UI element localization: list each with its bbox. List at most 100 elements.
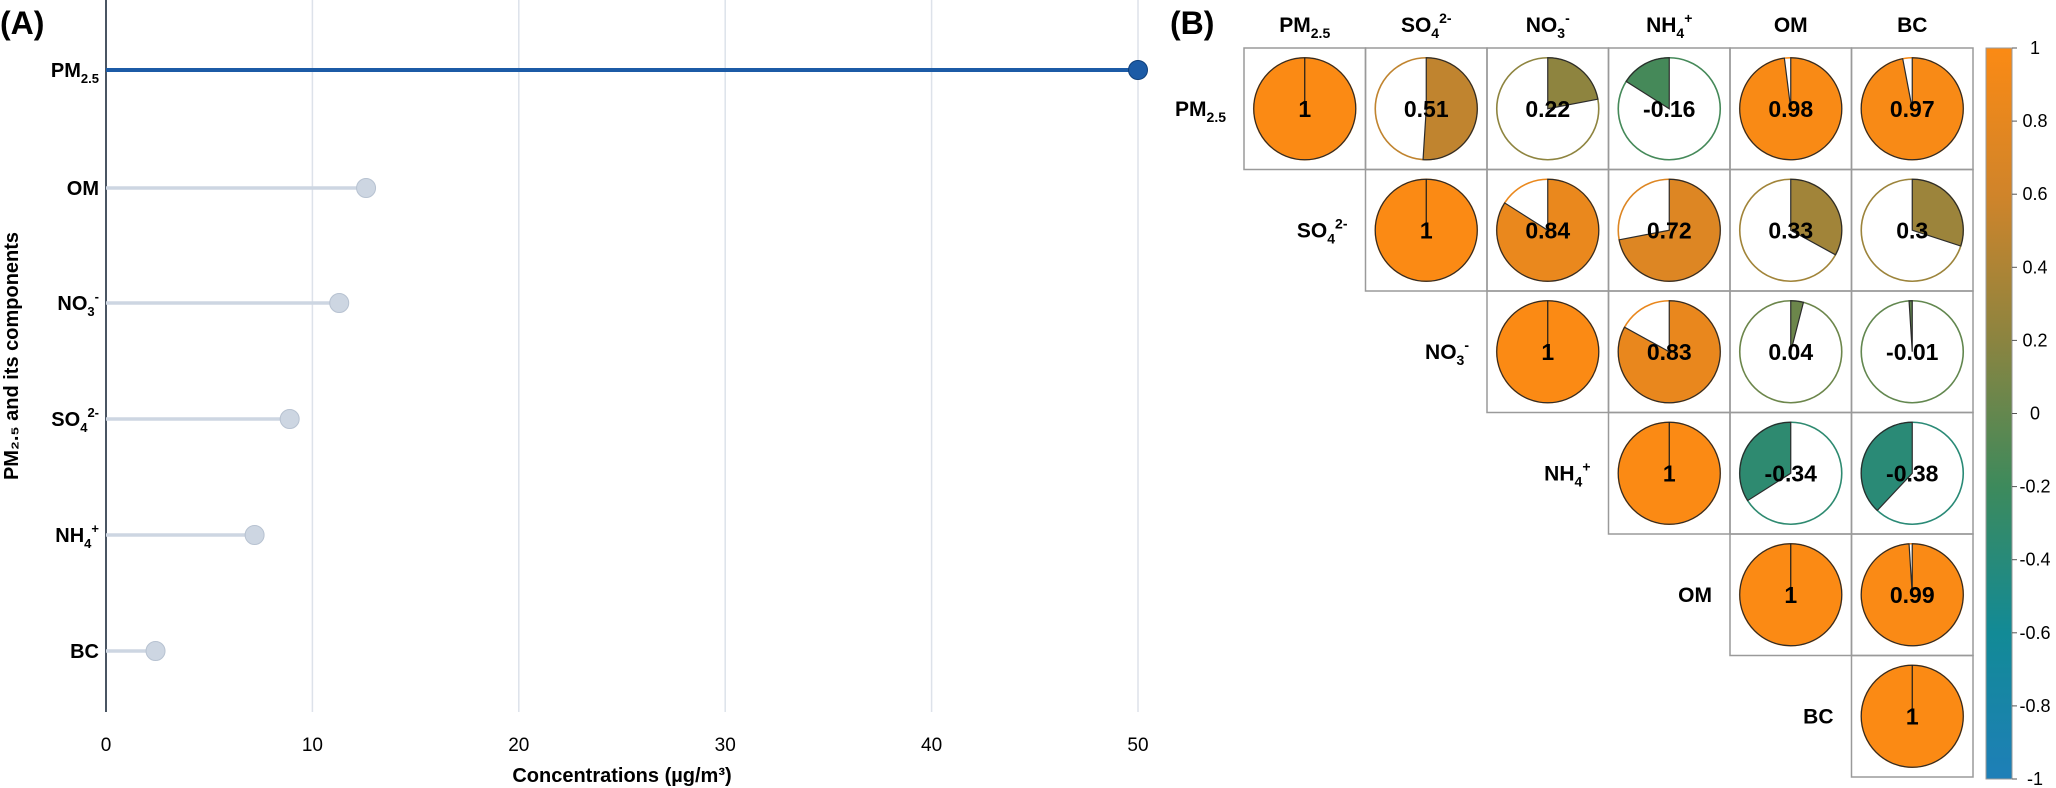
lollipop-point [329, 293, 350, 313]
correlation-cell: 1 [1243, 47, 1367, 171]
pie-wedge [1860, 421, 1913, 512]
row-label: PM2.5 [1175, 98, 1226, 125]
correlation-cell: 0.72 [1607, 168, 1731, 292]
correlation-value: 1 [1906, 703, 1919, 729]
lollipop-point [145, 641, 166, 661]
correlation-cell: 0.33 [1729, 168, 1853, 292]
cell-border [1850, 654, 1974, 778]
correlation-value: 0.72 [1647, 217, 1692, 243]
pie-wedge [1790, 300, 1805, 352]
correlation-value: 0.99 [1890, 582, 1935, 608]
correlation-value: 0.83 [1647, 339, 1692, 365]
correlation-cell: 0.22 [1486, 47, 1610, 171]
correlation-value: 1 [1663, 460, 1676, 486]
pie-wedge [1422, 57, 1478, 161]
column-label: SO42- [1401, 10, 1452, 41]
correlation-value: 0.33 [1768, 217, 1813, 243]
pie-wedge [1860, 543, 1964, 647]
colorbar-tick-label: -0.2 [2019, 477, 2050, 497]
correlation-value: 1 [1420, 217, 1433, 243]
colorbar-tick-label: -0.8 [2019, 696, 2050, 716]
category-label: NH4+ [55, 521, 99, 551]
correlation-cell: 0.97 [1850, 47, 1974, 171]
column-label: NO3- [1526, 10, 1570, 41]
correlation-value: 0.04 [1768, 339, 1813, 365]
correlation-cell: 0.3 [1850, 168, 1974, 292]
colorbar-tick-label: 0.8 [2022, 111, 2047, 131]
correlation-value: 1 [1298, 96, 1311, 122]
category-label: OM [67, 178, 99, 200]
panel-b-correlation-matrix: (B) PM2.5 SO42- NO3- NH4+ OM BC PM2.5 1 0.51 0.22… [1170, 5, 2051, 788]
correlation-cell: 0.84 [1486, 168, 1610, 292]
correlation-cell: -0.38 [1850, 411, 1974, 535]
colorbar-tick-label: -0.4 [2019, 550, 2050, 570]
colorbar-tick-label: 0.6 [2022, 184, 2047, 204]
correlation-cell: -0.34 [1729, 411, 1853, 535]
pie-wedge [1547, 57, 1599, 110]
panel-a-tag: (A) [0, 5, 44, 41]
colorbar-tick-label: -1 [2027, 769, 2043, 788]
correlation-value: -0.34 [1765, 460, 1818, 486]
correlation-value: 0.3 [1896, 217, 1928, 243]
correlation-value: 0.51 [1404, 96, 1449, 122]
pie-wedge [1739, 57, 1843, 161]
colorbar-tick-label: -0.6 [2019, 623, 2050, 643]
colorbar-tick-label: 0.4 [2022, 257, 2047, 277]
row-label: NO3- [1425, 337, 1469, 368]
x-tick-label: 40 [921, 735, 942, 756]
correlation-cell: 0.98 [1729, 47, 1853, 171]
pie-wedge [1860, 57, 1964, 161]
pie-wedge [1618, 178, 1721, 282]
column-label: NH4+ [1646, 10, 1692, 41]
colorbar-tick-label: 0 [2030, 404, 2040, 424]
category-label: SO42- [51, 405, 99, 435]
x-tick-label: 0 [101, 735, 112, 756]
correlation-cell: 0.83 [1607, 290, 1731, 414]
correlation-cell: 1 [1729, 533, 1853, 657]
pie-wedge [1617, 300, 1721, 404]
correlation-value: -0.16 [1643, 96, 1695, 122]
correlation-value: 1 [1541, 339, 1554, 365]
lollipop-point [356, 178, 377, 198]
pie-wedge [1790, 178, 1843, 256]
correlation-cell: 1 [1364, 168, 1488, 292]
y-axis-title: PM₂.₅ and its components [1, 232, 23, 480]
correlation-value: 1 [1784, 582, 1797, 608]
correlation-cell: -0.16 [1607, 47, 1731, 171]
row-label: SO42- [1297, 215, 1348, 246]
category-label: BC [70, 641, 99, 663]
lollipop-point [1128, 60, 1148, 80]
x-axis-title: Concentrations (µg/m³) [512, 765, 731, 787]
correlation-cell: 1 [1607, 411, 1731, 535]
correlation-cell: 0.04 [1729, 290, 1853, 414]
correlation-cell: 0.51 [1364, 47, 1488, 171]
pie-wedge [1908, 300, 1913, 352]
pie-wedge [1625, 57, 1670, 110]
panel-b-tag: (B) [1170, 5, 1214, 41]
x-tick-label: 10 [302, 735, 323, 756]
correlation-value: 0.98 [1768, 96, 1813, 122]
lollipop-point [244, 525, 265, 545]
colorbar-tick-label: 1 [2030, 38, 2040, 58]
lollipop-point [279, 409, 300, 429]
panel-a-lollipop-chart: (A) 0 10 20 30 40 50 PM2.5 OM NO3- SO42- NH4+ BC Con… [0, 0, 1149, 787]
correlation-cell: 1 [1850, 654, 1974, 778]
correlation-cell: -0.01 [1850, 290, 1974, 414]
correlation-value: 0.97 [1890, 96, 1935, 122]
category-label: NO3- [57, 289, 99, 319]
category-label: PM2.5 [51, 60, 99, 86]
row-label: OM [1678, 584, 1712, 607]
column-label: PM2.5 [1279, 14, 1330, 41]
pie-wedge [1739, 421, 1792, 502]
correlation-cell: 1 [1486, 290, 1610, 414]
column-label: BC [1897, 14, 1927, 37]
pie-wedge [1496, 178, 1600, 282]
pie-wedge [1911, 178, 1964, 247]
x-tick-label: 30 [715, 735, 736, 756]
correlation-value: -0.38 [1886, 460, 1939, 486]
x-tick-label: 50 [1127, 735, 1148, 756]
x-tick-label: 20 [508, 735, 529, 756]
row-label: BC [1803, 705, 1833, 728]
column-label: OM [1774, 14, 1808, 37]
